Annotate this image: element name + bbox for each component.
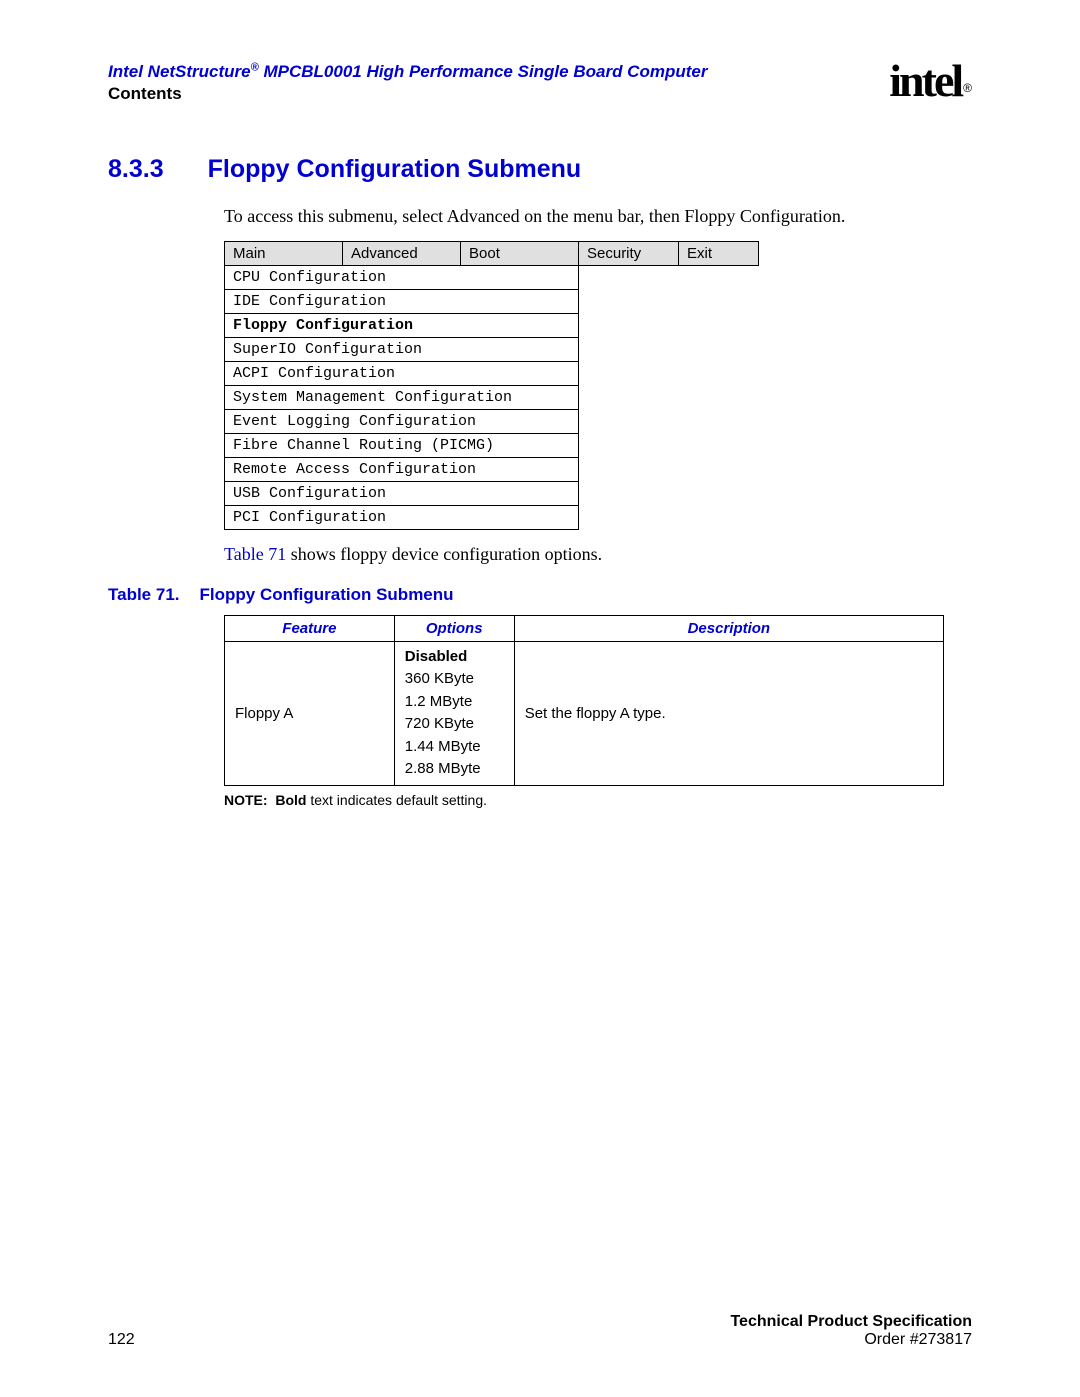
menu-tab-advanced: Advanced xyxy=(343,241,461,265)
opts-option: Disabled xyxy=(405,646,504,669)
intel-logo: intel ® xyxy=(889,60,972,101)
logo-text: intel xyxy=(889,60,961,101)
opts-description: Set the floppy A type. xyxy=(514,641,943,785)
footer-order: Order #273817 xyxy=(730,1331,972,1349)
menu-item: SuperIO Configuration xyxy=(225,337,579,361)
menu-tab-boot: Boot xyxy=(461,241,579,265)
menu-item: ACPI Configuration xyxy=(225,361,579,385)
options-table: FeatureOptionsDescriptionFloppy ADisable… xyxy=(224,615,944,786)
note-rest: text indicates default setting. xyxy=(306,792,487,808)
intro-paragraph: To access this submenu, select Advanced … xyxy=(224,206,972,227)
contents-label: Contents xyxy=(108,84,182,103)
table-ref-rest: shows floppy device configuration option… xyxy=(286,544,602,564)
section-heading: 8.3.3 Floppy Configuration Submenu xyxy=(108,155,972,184)
header-text-block: Intel NetStructure® MPCBL0001 High Perfo… xyxy=(108,60,707,105)
opts-feature: Floppy A xyxy=(225,641,395,785)
opts-options-cell: Disabled360 KByte1.2 MByte720 KByte1.44 … xyxy=(394,641,514,785)
menu-item: IDE Configuration xyxy=(225,289,579,313)
table-caption-title: Floppy Configuration Submenu xyxy=(200,585,454,604)
bios-menu-table: MainAdvancedBootSecurityExit CPU Configur… xyxy=(224,241,759,530)
note-label: NOTE: xyxy=(224,792,268,808)
logo-registered-icon: ® xyxy=(963,81,972,95)
opts-option: 720 KByte xyxy=(405,713,504,736)
menu-item: PCI Configuration xyxy=(225,505,579,529)
table-caption-number: Table 71. xyxy=(108,585,180,604)
note-text: NOTE: Bold text indicates default settin… xyxy=(224,792,972,808)
opts-option: 1.44 MByte xyxy=(405,736,504,759)
product-title: Intel NetStructure® MPCBL0001 High Perfo… xyxy=(108,62,707,81)
menu-item: CPU Configuration xyxy=(225,265,579,289)
opts-header-description: Description xyxy=(514,615,943,641)
table-reference-text: Table 71 shows floppy device configurati… xyxy=(224,544,972,565)
opts-option: 360 KByte xyxy=(405,668,504,691)
page-footer: 122 Technical Product Specification Orde… xyxy=(108,1313,972,1349)
footer-right: Technical Product Specification Order #2… xyxy=(730,1313,972,1349)
footer-doc-title: Technical Product Specification xyxy=(730,1313,972,1331)
menu-item: Floppy Configuration xyxy=(225,313,579,337)
section-number: 8.3.3 xyxy=(108,155,164,183)
menu-item: USB Configuration xyxy=(225,481,579,505)
opts-header-options: Options xyxy=(394,615,514,641)
section-title: Floppy Configuration Submenu xyxy=(208,155,582,183)
opts-header-feature: Feature xyxy=(225,615,395,641)
opts-option: 2.88 MByte xyxy=(405,758,504,781)
menu-tab-exit: Exit xyxy=(679,241,759,265)
note-bold-word: Bold xyxy=(275,792,306,808)
table-caption: Table 71. Floppy Configuration Submenu xyxy=(108,585,972,605)
menu-item: Remote Access Configuration xyxy=(225,457,579,481)
page-number: 122 xyxy=(108,1331,135,1349)
menu-item: Event Logging Configuration xyxy=(225,409,579,433)
opts-option: 1.2 MByte xyxy=(405,691,504,714)
menu-tab-security: Security xyxy=(579,241,679,265)
menu-item: Fibre Channel Routing (PICMG) xyxy=(225,433,579,457)
page-header: Intel NetStructure® MPCBL0001 High Perfo… xyxy=(108,60,972,105)
menu-item: System Management Configuration xyxy=(225,385,579,409)
menu-tab-main: Main xyxy=(225,241,343,265)
table-71-link[interactable]: Table 71 xyxy=(224,544,286,564)
